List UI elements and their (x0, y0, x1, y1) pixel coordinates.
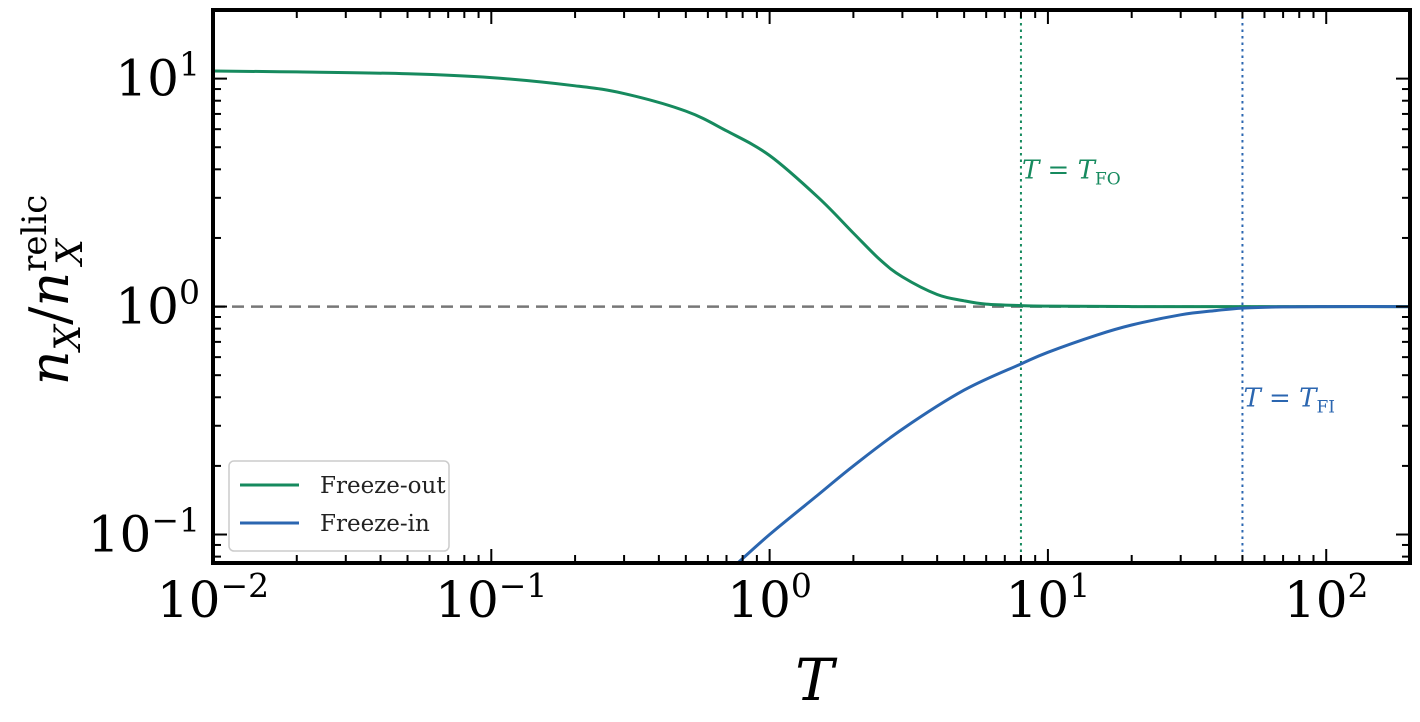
plot-frame (211, 8, 1412, 565)
annotation-fi: T = TFI (1243, 383, 1335, 417)
x-tick-label: 101 (1006, 566, 1091, 629)
x-tick-label: 102 (1284, 566, 1369, 629)
series-line-freeze-in (735, 305, 1410, 563)
legend-label-freeze-out: Freeze-out (320, 473, 446, 499)
legend-label-freeze-in: Freeze-in (320, 511, 430, 537)
annotation-fo: T = TFO (1022, 155, 1121, 189)
x-tick-label: 10−1 (435, 566, 547, 629)
legend: Freeze-out Freeze-in (228, 460, 450, 552)
y-tick-label: 100 (115, 273, 200, 336)
x-axis-label: T (795, 646, 838, 714)
series-line-freeze-out (213, 69, 1410, 309)
axis-labels: TnX/nrelicX (15, 195, 838, 714)
y-axis-label: nX/nrelicX (15, 195, 91, 386)
x-tick-label: 10−2 (157, 566, 269, 629)
plot-area: T = TFO T = TFI (213, 10, 1410, 563)
x-tick-label: 100 (727, 566, 812, 629)
y-tick-label: 10−1 (88, 501, 200, 564)
y-tick-label: 101 (115, 45, 200, 108)
